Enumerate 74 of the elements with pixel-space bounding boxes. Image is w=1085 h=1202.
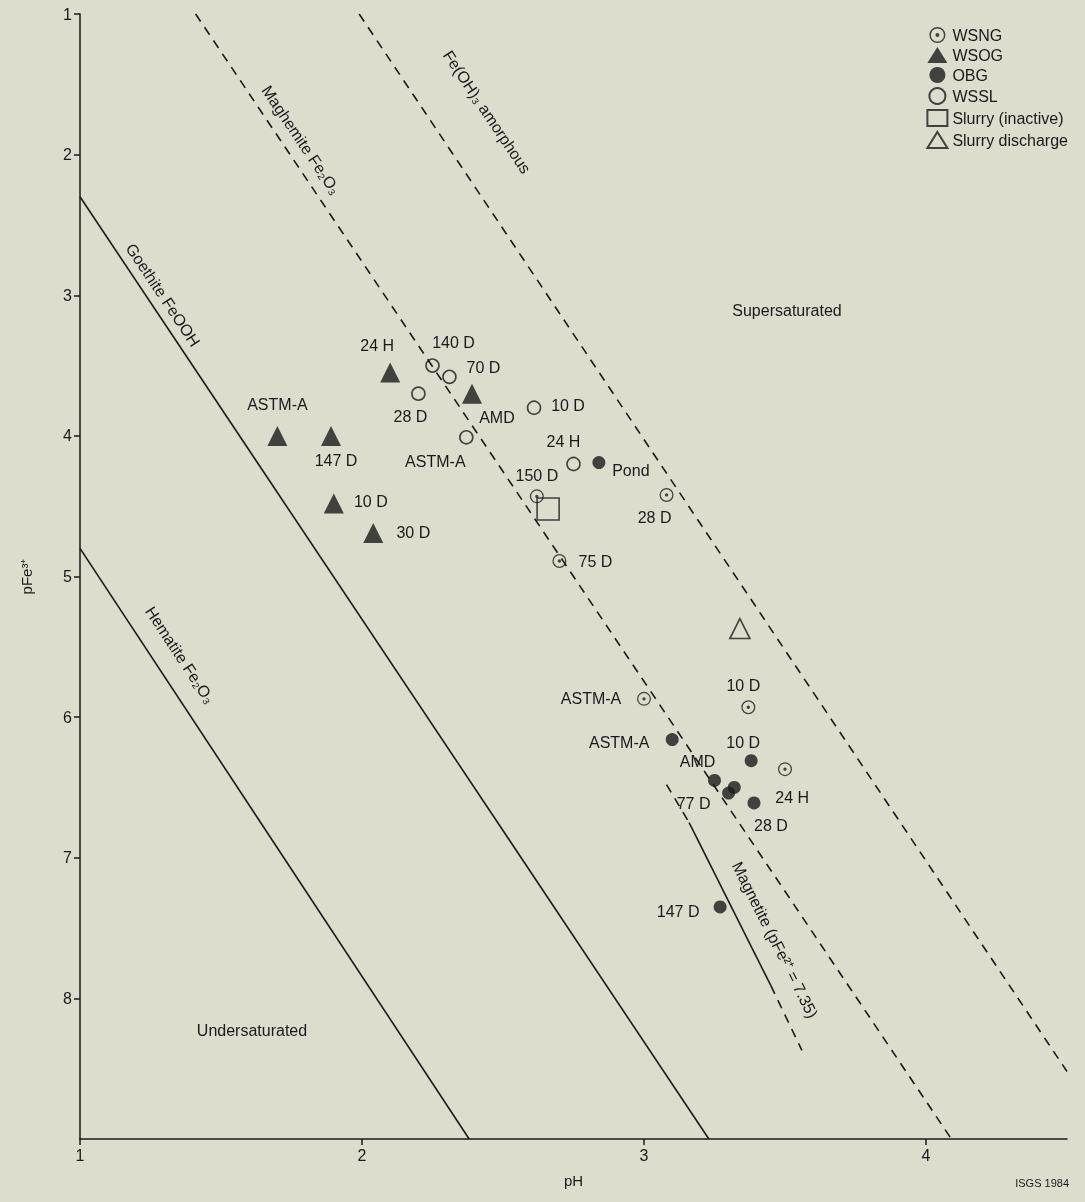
annotation: 28 D <box>393 408 428 426</box>
point <box>536 497 560 521</box>
point <box>659 487 674 502</box>
x-tick-label: 1 <box>75 1146 85 1164</box>
annotation: ASTM-A <box>247 396 308 414</box>
point <box>411 386 426 401</box>
y-tick-label: 7 <box>63 849 73 867</box>
annotation: 10 D <box>353 492 388 510</box>
point <box>708 773 721 787</box>
y-tick-label: 6 <box>63 708 73 726</box>
y-tick-label: 3 <box>63 286 73 304</box>
annotation: 147 D <box>314 452 358 470</box>
annotation: 10 D <box>726 734 761 752</box>
point <box>363 522 384 543</box>
y-tick-label: 4 <box>63 427 73 445</box>
y-tick-label: 8 <box>63 989 73 1007</box>
point <box>461 383 482 404</box>
annotation: 24 H <box>546 432 581 450</box>
point <box>592 456 606 470</box>
point <box>729 617 751 640</box>
annotation: AMD <box>479 409 515 427</box>
point <box>665 733 679 747</box>
annotation: Undersaturated <box>196 1021 308 1039</box>
annotation: 70 D <box>466 359 501 377</box>
legend-label: Slurry (inactive) <box>952 109 1064 127</box>
legend-label: OBG <box>952 66 988 84</box>
legend-label: Slurry discharge <box>952 131 1069 149</box>
annotation: 140 D <box>432 334 475 352</box>
annotation: ASTM-A <box>560 690 622 708</box>
point <box>778 762 792 777</box>
point <box>552 554 567 569</box>
annotation: AMD <box>679 752 716 770</box>
point <box>442 369 457 385</box>
point <box>566 456 581 472</box>
y-tick-label: 5 <box>63 568 73 585</box>
annotation: 77 D <box>676 794 711 812</box>
x-axis-title: pH <box>563 1172 584 1189</box>
y-tick-label: 1 <box>63 5 73 23</box>
point <box>380 362 401 383</box>
legend-label: WSNG <box>952 26 1003 44</box>
point <box>425 358 440 373</box>
legend-label: WSOG <box>952 46 1004 64</box>
y-tick-label: 2 <box>63 146 73 164</box>
x-tick-label: 4 <box>921 1146 931 1164</box>
annotation: 24 H <box>775 788 810 806</box>
legend-label: WSSL <box>952 87 998 105</box>
point <box>323 493 344 514</box>
point <box>722 786 736 800</box>
annotation: ASTM-A <box>588 734 650 752</box>
annotation: Supersaturated <box>732 301 842 319</box>
annotation: 75 D <box>578 552 613 570</box>
point <box>741 700 756 715</box>
point <box>747 796 761 810</box>
annotation: 28 D <box>637 509 672 527</box>
annotation: 147 D <box>656 903 700 921</box>
point <box>744 754 758 768</box>
annotation: 10 D <box>726 676 761 694</box>
y-axis-title: pFe³⁺ <box>18 558 35 595</box>
x-tick-label: 2 <box>357 1146 367 1164</box>
point <box>526 400 542 416</box>
annotation: Pond <box>612 462 650 480</box>
annotation: 10 D <box>551 397 585 415</box>
x-tick-label: 3 <box>639 1146 649 1164</box>
annotation: 28 D <box>754 817 788 835</box>
annotation: 150 D <box>515 466 559 484</box>
point <box>459 429 474 445</box>
point <box>713 900 727 914</box>
point <box>320 425 341 446</box>
annotation: 30 D <box>396 524 431 542</box>
point <box>637 691 651 706</box>
point <box>267 425 288 446</box>
text: ISGS 1984 <box>1015 1176 1070 1189</box>
annotation: ASTM-A <box>405 452 466 470</box>
annotation: 24 H <box>360 337 395 355</box>
